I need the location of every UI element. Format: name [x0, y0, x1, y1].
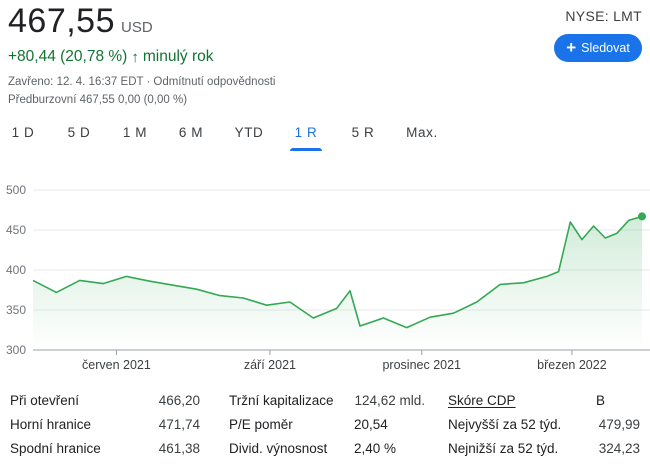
price-area: [33, 216, 642, 350]
price-change: +80,44 (20,78 %) ↑ minulý rok: [8, 48, 214, 66]
stat-label-pe: P/E poměr: [229, 417, 293, 432]
tab-5d[interactable]: 5 D: [67, 125, 91, 140]
stat-value-low: 461,38: [158, 441, 200, 456]
y-tick-label: 450: [6, 223, 26, 237]
stat-label-market-cap: Tržní kapitalizace: [229, 393, 334, 408]
exchange-ticker: NYSE: LMT: [565, 8, 642, 24]
range-tabs: 1 D 5 D 1 M 6 M YTD 1 R 5 R Max.: [0, 125, 450, 151]
tab-1m[interactable]: 1 M: [122, 125, 148, 140]
premarket-change: 0,00 (0,00 %): [118, 94, 188, 106]
x-tick-label: září 2021: [244, 358, 296, 372]
premarket-label: Předburzovní: [8, 94, 77, 106]
price-line: [32, 215, 643, 329]
stat-value-52w-low: 324,23: [598, 441, 640, 456]
y-tick-label: 300: [6, 343, 26, 357]
stat-label-low: Spodní hranice: [10, 441, 101, 456]
x-tick-label: prosinec 2021: [382, 358, 461, 372]
follow-button[interactable]: + Sledovat: [554, 34, 642, 62]
arrow-up-icon: ↑: [131, 48, 139, 66]
follow-label: Sledovat: [581, 41, 630, 55]
stat-value-52w-high: 479,99: [598, 417, 640, 432]
change-period: minulý rok: [142, 48, 214, 65]
stat-value-pe: 20,54: [354, 417, 388, 432]
stat-label-high: Horní hranice: [10, 417, 92, 432]
x-tick-label: březen 2022: [537, 358, 607, 372]
tab-ytd[interactable]: YTD: [234, 125, 264, 140]
tab-1d[interactable]: 1 D: [11, 125, 35, 140]
change-value: +80,44 (20,78 %): [8, 48, 128, 65]
stat-value-high: 471,74: [158, 417, 200, 432]
market-status: Zavřeno: 12. 4. 16:37 EDT · Odmítnutí odpo…: [8, 76, 276, 88]
stat-label-open: Při otevření: [10, 393, 80, 408]
y-tick-label: 400: [6, 263, 26, 277]
price-chart[interactable]: 500 450 400 350 300 červen 2021 září 2021 pros…: [0, 175, 650, 375]
quote-price: 467,55 USD: [8, 2, 153, 41]
tab-5r[interactable]: 5 R: [351, 125, 375, 140]
plus-icon: +: [566, 37, 577, 57]
stat-value-cdp: B: [596, 393, 606, 408]
premarket-price: 467,55: [79, 94, 115, 106]
stat-label-52w-low: Nejnižší za 52 týd.: [448, 441, 559, 456]
stat-label-dividend: Divid. výnosnost: [229, 441, 328, 456]
disclaimer-link[interactable]: Odmítnutí odpovědnosti: [153, 76, 276, 88]
stat-label-52w-high: Nejvyšší za 52 týd.: [448, 417, 562, 432]
y-tick-label: 500: [6, 183, 26, 197]
price-value: 467,55: [8, 2, 115, 40]
currency-label: USD: [121, 19, 153, 36]
tab-max[interactable]: Max.: [406, 125, 438, 140]
stat-value-market-cap: 124,62 mld.: [354, 393, 425, 408]
tab-6m[interactable]: 6 M: [178, 125, 204, 140]
stat-value-open: 466,20: [158, 393, 200, 408]
y-tick-label: 350: [6, 303, 26, 317]
stat-value-dividend: 2,40 %: [354, 441, 397, 456]
tab-1r[interactable]: 1 R: [290, 125, 322, 151]
x-tick-label: červen 2021: [82, 358, 151, 372]
premarket-info: Předburzovní 467,55 0,00 (0,00 %): [8, 94, 187, 106]
current-price-dot: [638, 212, 646, 221]
stat-label-cdp[interactable]: Skóre CDP: [448, 393, 516, 408]
closed-time: Zavřeno: 12. 4. 16:37 EDT: [8, 76, 144, 88]
